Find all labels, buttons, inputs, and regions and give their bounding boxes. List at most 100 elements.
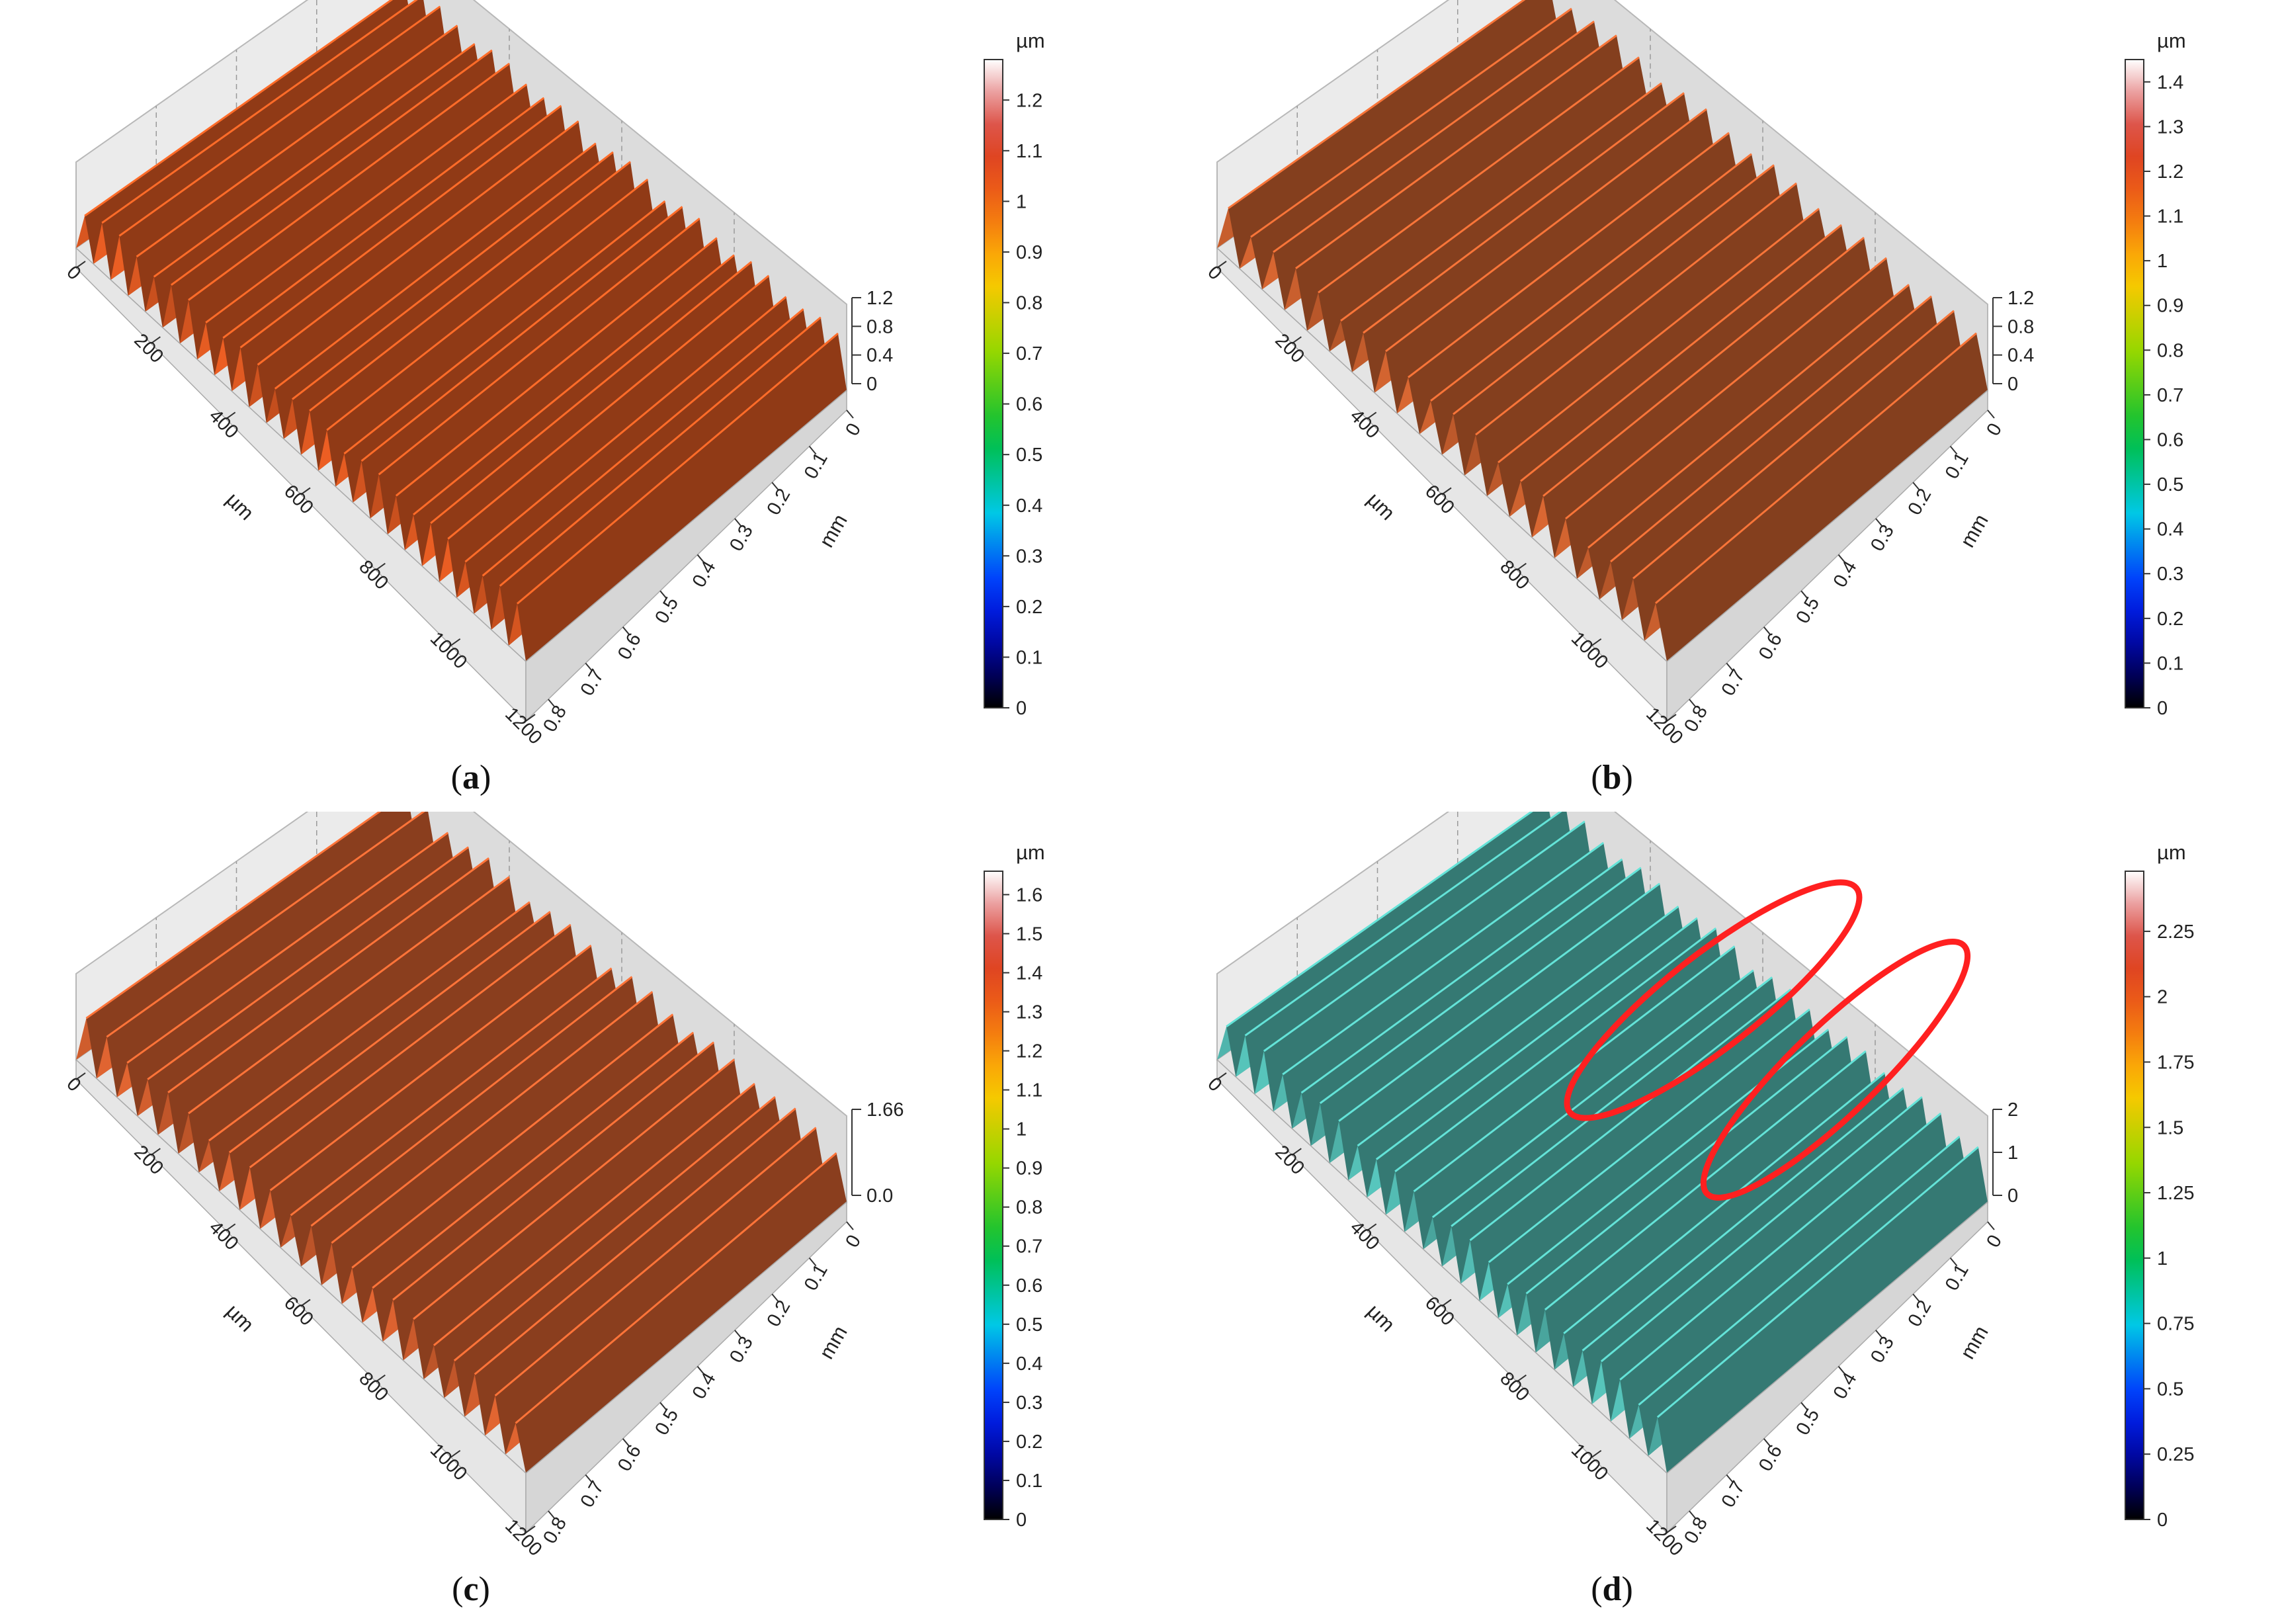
ridge-crest: [351, 1013, 674, 1269]
colorbar-tick-label: 1.2: [1016, 90, 1042, 111]
colorbar-tick-label: 1.25: [2157, 1183, 2194, 1204]
y-tick-label: 0.1: [800, 449, 832, 483]
y-tick: [659, 590, 667, 599]
x-axis-unit: µm: [222, 1299, 259, 1336]
x-tick: [1591, 638, 1602, 646]
ridge-crest: [1357, 906, 1679, 1147]
colorbar-tick-label: 1.5: [2157, 1117, 2183, 1138]
ridge-crest: [378, 217, 700, 476]
ridge-crest: [106, 812, 425, 1038]
y-tick-label: 0.6: [614, 1441, 646, 1475]
z-tick-label: 0.8: [2007, 316, 2034, 337]
colorbar-tick-label: 0: [1016, 698, 1027, 719]
ridge-crest: [1226, 812, 1534, 1027]
surface-plot-c: 020040060080010001200µm00.10.20.30.40.50…: [62, 812, 1045, 1608]
ridge-crest: [147, 846, 470, 1080]
y-tick: [1763, 1438, 1771, 1447]
colorbar-tick-label: 0.6: [2157, 429, 2183, 450]
y-tick-label: 0.3: [726, 1333, 757, 1367]
y-tick-label: 0: [1982, 420, 2006, 440]
colorbar-tick-label: 1.1: [1016, 141, 1042, 162]
y-tick-label: 0.3: [726, 521, 757, 555]
z-tick-label: 0: [2007, 374, 2018, 395]
ridge-crest: [292, 151, 614, 400]
ridge-crest: [430, 261, 753, 525]
colorbar-tick-label: 0.7: [2157, 385, 2183, 406]
y-tick: [1987, 1221, 1995, 1230]
y-tick: [1689, 1510, 1697, 1519]
x-tick: [226, 411, 236, 420]
x-tick: [525, 714, 536, 722]
colorbar-tick-label: 0.8: [2157, 340, 2183, 361]
x-tick: [75, 261, 86, 269]
ridge-crest: [1656, 1146, 1979, 1418]
ridge-crest: [1295, 34, 1617, 269]
y-tick-label: 0.2: [1904, 1297, 1936, 1330]
ridge-crest: [1318, 56, 1640, 294]
ridge-crest: [392, 1041, 715, 1301]
ridge-crest: [1453, 164, 1775, 415]
colorbar-tick-label: 1: [2157, 1248, 2168, 1269]
colorbar-tick-label: 0.1: [2157, 653, 2183, 674]
x-tick: [1516, 1374, 1527, 1383]
panel-caption-letter: b: [1603, 759, 1622, 796]
ridge-crest: [1408, 132, 1730, 378]
y-tick-label: 0.5: [1792, 1405, 1824, 1439]
ridge-face-shadow: [1656, 333, 1988, 662]
colorbar-tick-label: 0.9: [1016, 1158, 1042, 1179]
x-tick: [1216, 261, 1227, 269]
colorbar-tick-label: 1.5: [1016, 923, 1042, 945]
ridge-face-shadow: [1657, 1146, 1988, 1473]
y-tick-label: 0.8: [1680, 702, 1712, 736]
ridge-crest: [1244, 812, 1562, 1037]
y-tick: [771, 1293, 780, 1303]
ridge-crest: [257, 120, 579, 366]
x-tick: [150, 1148, 161, 1156]
y-tick-label: 0.4: [1830, 558, 1861, 591]
colorbar-tick-label: 1.3: [1016, 1002, 1042, 1023]
ridge-crest: [453, 1095, 776, 1362]
x-tick: [525, 1525, 536, 1533]
x-tick: [1516, 562, 1527, 571]
ridge-crest: [1525, 1036, 1848, 1295]
ridge-crest: [326, 178, 649, 431]
ridge-crest: [1273, 21, 1595, 253]
ridge-crest: [1619, 1112, 1942, 1381]
y-tick: [1800, 1402, 1808, 1411]
panel-caption-letter: a: [462, 759, 480, 796]
colorbar-tick-label: 0.4: [1016, 1353, 1042, 1375]
ridge-crest: [1263, 820, 1585, 1052]
ridge-crest: [1300, 858, 1623, 1094]
ridge-crest: [1655, 332, 1977, 604]
y-tick: [1800, 590, 1808, 599]
ridge-crest: [1394, 927, 1717, 1173]
ridge-crest: [343, 200, 666, 454]
x-tick: [226, 1223, 236, 1232]
colorbar-tick-label: 0.7: [1016, 1236, 1042, 1258]
x-tick: [1216, 1072, 1227, 1080]
y-tick-label: 0.8: [539, 702, 571, 736]
z-tick-label: 1.66: [866, 1099, 904, 1121]
y-tick: [622, 626, 630, 636]
colorbar-unit: µm: [2157, 841, 2186, 864]
ridge-crest: [1563, 1072, 1886, 1334]
ridge-crest: [474, 1107, 796, 1375]
x-tick: [1367, 411, 1377, 420]
ridge-crest: [1430, 153, 1752, 402]
ridge-crest: [464, 296, 787, 563]
ridge-crest: [222, 97, 545, 339]
ridge-crest: [1363, 92, 1685, 334]
colorbar-tick-label: 0.3: [1016, 1392, 1042, 1414]
y-tick: [1875, 1330, 1883, 1339]
panel-caption: (c): [452, 1570, 490, 1608]
ridge-crest: [274, 142, 597, 390]
colorbar-unit: µm: [2157, 29, 2186, 52]
colorbar-unit: µm: [1016, 841, 1045, 864]
z-tick-label: 0.4: [2007, 345, 2034, 366]
ridge-crest: [1488, 1008, 1810, 1263]
y-tick: [1875, 518, 1883, 527]
x-tick-label: 1200: [501, 704, 546, 749]
colorbar-tick-label: 0.6: [1016, 1275, 1042, 1297]
y-tick-label: 0.4: [1830, 1369, 1861, 1403]
x-axis-unit: µm: [1363, 1299, 1400, 1336]
